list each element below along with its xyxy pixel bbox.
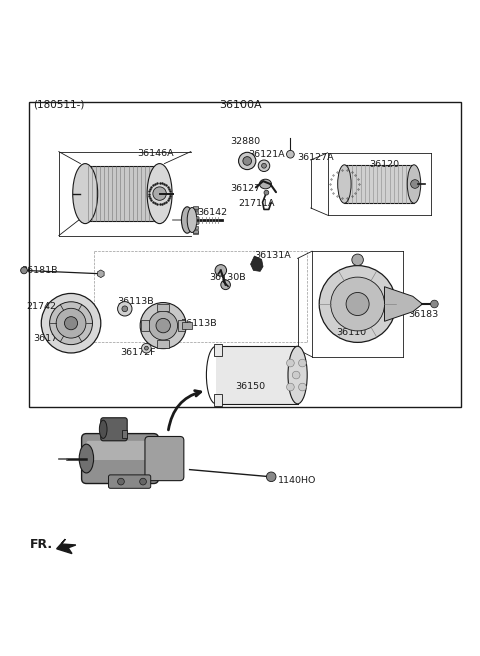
Text: 36146A: 36146A [137,149,173,157]
Text: 36170: 36170 [34,334,64,343]
Bar [122,430,127,438]
Circle shape [122,306,128,312]
Text: 21742: 21742 [26,302,57,311]
Ellipse shape [79,444,94,473]
Circle shape [140,302,186,348]
Circle shape [331,277,384,331]
Circle shape [319,266,396,342]
Text: 36172F: 36172F [120,348,156,358]
Circle shape [239,152,256,170]
Text: 36113B: 36113B [118,297,154,306]
FancyBboxPatch shape [82,434,158,483]
Circle shape [118,302,132,316]
Bar [345,165,414,203]
Circle shape [21,267,27,274]
Circle shape [262,163,266,168]
Bar [157,340,169,348]
Bar [214,344,222,356]
Bar [157,304,169,311]
Text: 36183: 36183 [408,310,438,319]
Circle shape [142,343,151,353]
Bar [193,226,198,229]
Circle shape [431,300,438,308]
Text: 32880: 32880 [230,137,261,146]
Ellipse shape [72,163,98,224]
Bar [193,207,198,210]
Circle shape [346,293,369,316]
Circle shape [215,264,227,276]
Circle shape [287,383,294,391]
Ellipse shape [407,165,420,203]
Text: 36130B: 36130B [209,273,245,282]
Ellipse shape [338,165,351,203]
Circle shape [299,359,306,367]
Polygon shape [57,539,76,554]
Text: 36181B: 36181B [22,266,58,275]
Circle shape [140,478,146,485]
Circle shape [299,383,306,391]
Bar [178,320,185,331]
Text: FR.: FR. [30,537,53,550]
Text: 36100A: 36100A [219,100,261,110]
Bar [193,230,198,233]
Text: 36150: 36150 [235,382,265,391]
Circle shape [352,254,363,266]
Circle shape [153,187,167,200]
Ellipse shape [288,346,307,404]
Circle shape [266,472,276,482]
Text: 36142: 36142 [197,209,227,217]
Ellipse shape [147,163,172,224]
Text: 36131A: 36131A [254,251,291,260]
Polygon shape [251,256,263,272]
Ellipse shape [99,420,107,438]
Circle shape [41,293,101,353]
Polygon shape [384,287,422,321]
Ellipse shape [187,207,197,232]
Bar [193,216,198,218]
Text: 1140HO: 1140HO [278,476,317,485]
Bar [193,221,198,224]
Text: 36113B: 36113B [180,319,216,328]
FancyBboxPatch shape [86,441,154,460]
Circle shape [258,160,270,171]
Circle shape [118,478,124,485]
FancyBboxPatch shape [108,475,151,488]
Circle shape [149,311,178,340]
Bar [29,102,461,407]
Circle shape [411,180,420,188]
Ellipse shape [181,207,193,233]
Bar [193,211,198,214]
Circle shape [156,318,170,333]
Bar [182,321,192,329]
Circle shape [264,190,269,195]
Ellipse shape [259,179,272,189]
Text: 36127: 36127 [230,184,261,194]
Bar [141,320,149,331]
FancyBboxPatch shape [101,418,127,441]
Circle shape [64,317,78,330]
Text: 36110: 36110 [336,328,366,337]
Circle shape [221,280,230,289]
Text: 21711A: 21711A [239,199,275,208]
Circle shape [287,359,294,367]
FancyBboxPatch shape [145,436,184,481]
Bar [193,231,198,234]
Text: (180511-): (180511-) [34,100,85,110]
Circle shape [243,157,252,165]
Bar [214,394,222,406]
Circle shape [287,150,294,158]
Bar [216,346,298,404]
Circle shape [56,308,86,338]
Circle shape [144,346,148,350]
Text: 36121A: 36121A [249,150,285,159]
Text: 36127A: 36127A [298,153,334,162]
Bar [193,206,198,209]
Bar [85,166,159,221]
Circle shape [292,371,300,379]
Circle shape [49,302,93,344]
Text: 36120: 36120 [370,160,400,169]
